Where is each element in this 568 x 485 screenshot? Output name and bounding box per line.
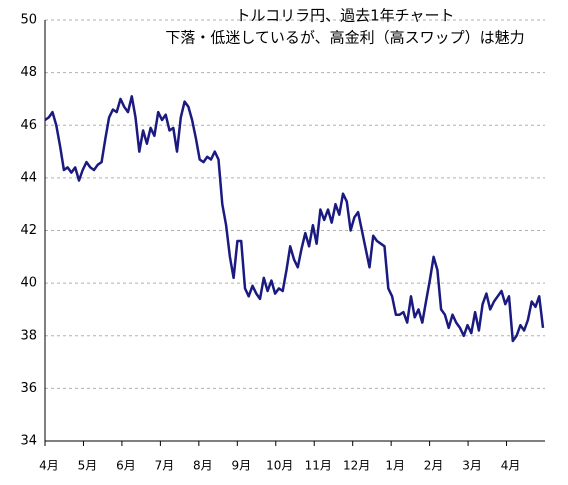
x-tick-label: 7月 [155, 459, 175, 473]
y-tick-label: 40 [20, 276, 37, 291]
y-tick-label: 46 [20, 118, 37, 133]
x-tick-label: 9月 [231, 459, 251, 473]
x-tick-label: 10月 [266, 459, 293, 473]
x-tick-label: 1月 [385, 459, 405, 473]
x-tick-label: 4月 [39, 459, 59, 473]
chart-subtitle: 下落・低迷しているが、高金利（高スワップ）は魅力 [165, 29, 524, 47]
y-tick-label: 50 [20, 13, 37, 28]
y-tick-label: 42 [20, 223, 37, 238]
y-tick-label: 38 [20, 328, 37, 343]
y-tick-label: 34 [20, 434, 37, 449]
chart-title: トルコリラ円、過去1年チャート [235, 7, 454, 25]
y-tick-label: 44 [20, 170, 37, 185]
x-tick-label: 6月 [116, 459, 136, 473]
price-line [44, 95, 545, 343]
x-tick-label: 8月 [193, 459, 213, 473]
x-tick-label: 2月 [424, 459, 444, 473]
y-tick-label: 48 [20, 65, 37, 80]
x-tick-label: 11月 [305, 459, 332, 473]
x-tick-label: 3月 [462, 459, 482, 473]
y-tick-label: 36 [20, 381, 37, 396]
x-tick-label: 12月 [343, 459, 370, 473]
x-tick-label: 4月 [501, 459, 521, 473]
x-tick-label: 5月 [78, 459, 98, 473]
